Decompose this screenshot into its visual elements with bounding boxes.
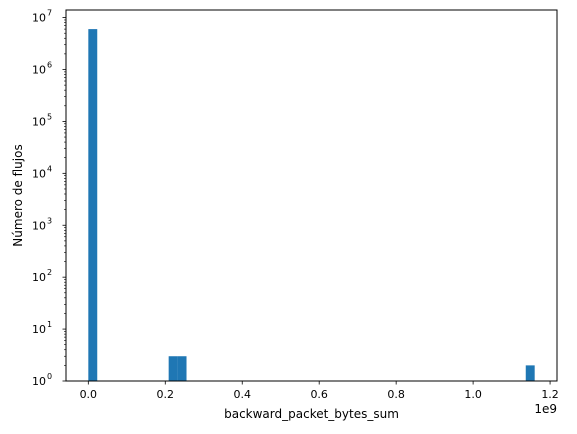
y-tick-exponent: 5 bbox=[47, 112, 52, 121]
x-tick-label: 0.4 bbox=[233, 388, 251, 401]
x-tick-label: 0.2 bbox=[157, 388, 175, 401]
x-tick-label: 0.8 bbox=[387, 388, 405, 401]
y-tick-exponent: 1 bbox=[47, 320, 52, 329]
y-axis-label: Número de flujos bbox=[11, 144, 25, 246]
plot-frame bbox=[65, 9, 558, 382]
histogram-bar-2 bbox=[177, 356, 187, 381]
y-tick-exponent: 7 bbox=[47, 9, 52, 18]
x-axis-offset-label: 1e9 bbox=[534, 402, 557, 416]
bars-layer bbox=[88, 29, 535, 381]
y-tick-label: 10 bbox=[32, 12, 46, 25]
y-tick-label: 10 bbox=[32, 115, 46, 128]
x-tick-label: 1.2 bbox=[541, 388, 559, 401]
x-tick-label: 0.0 bbox=[80, 388, 98, 401]
y-tick-exponent: 3 bbox=[47, 216, 52, 225]
y-tick-exponent: 6 bbox=[47, 61, 52, 70]
histogram-bar-1 bbox=[168, 356, 178, 381]
histogram-bar-3 bbox=[525, 365, 535, 381]
y-tick-exponent: 4 bbox=[47, 164, 52, 173]
y-tick-label: 10 bbox=[32, 271, 46, 284]
y-tick-label: 10 bbox=[32, 64, 46, 77]
x-axis-label: backward_packet_bytes_sum bbox=[224, 407, 399, 421]
y-tick-exponent: 2 bbox=[47, 268, 52, 277]
x-tick-label: 0.6 bbox=[310, 388, 328, 401]
y-tick-label: 10 bbox=[32, 323, 46, 336]
y-tick-label: 10 bbox=[32, 375, 46, 388]
y-tick-exponent: 0 bbox=[47, 372, 52, 381]
x-tick-label: 1.0 bbox=[464, 388, 482, 401]
y-tick-label: 10 bbox=[32, 219, 46, 232]
histogram-bar-0 bbox=[88, 29, 98, 381]
y-tick-label: 10 bbox=[32, 167, 46, 180]
x-axis-ticks: 0.0 0.2 0.4 0.6 0.8 1.0 1.2 bbox=[80, 381, 559, 401]
